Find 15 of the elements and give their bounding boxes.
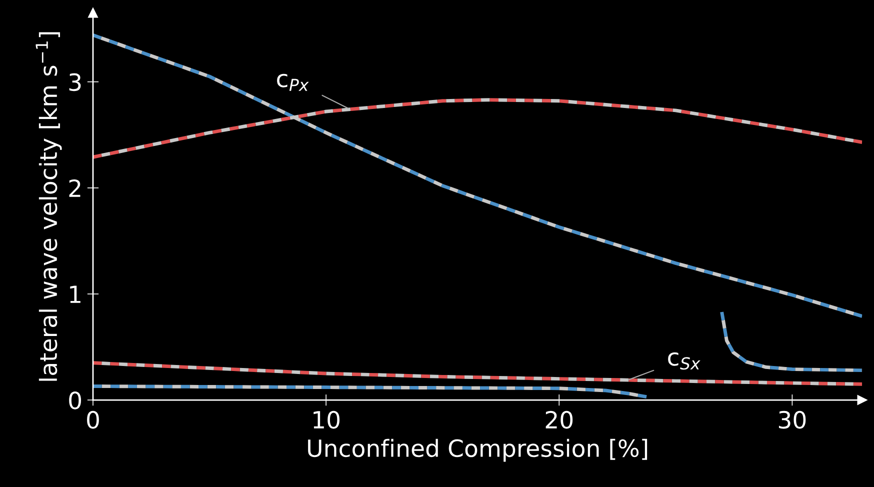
y-axis-title: lateral wave velocity [km s$^{−1}$] — [36, 32, 62, 381]
x-tick-label: 10 — [314, 410, 340, 429]
line-series — [720, 310, 862, 372]
x-tick-label: 20 — [546, 410, 573, 429]
annotation: c$_{Px}$ — [277, 74, 309, 91]
y-tick-label: 0 — [69, 391, 82, 410]
annotation: c$_{Sx}$ — [668, 352, 700, 370]
x-tick-label: 30 — [778, 410, 806, 429]
x-axis-title: Unconfined Compression [%] — [308, 438, 648, 462]
line-series — [92, 33, 862, 318]
y-tick-label: 2 — [69, 179, 80, 197]
y-tick-label: 1 — [70, 286, 80, 303]
x-tick-label: 0 — [87, 410, 99, 429]
line-series — [92, 384, 648, 399]
y-tick-label: 3 — [69, 73, 81, 92]
